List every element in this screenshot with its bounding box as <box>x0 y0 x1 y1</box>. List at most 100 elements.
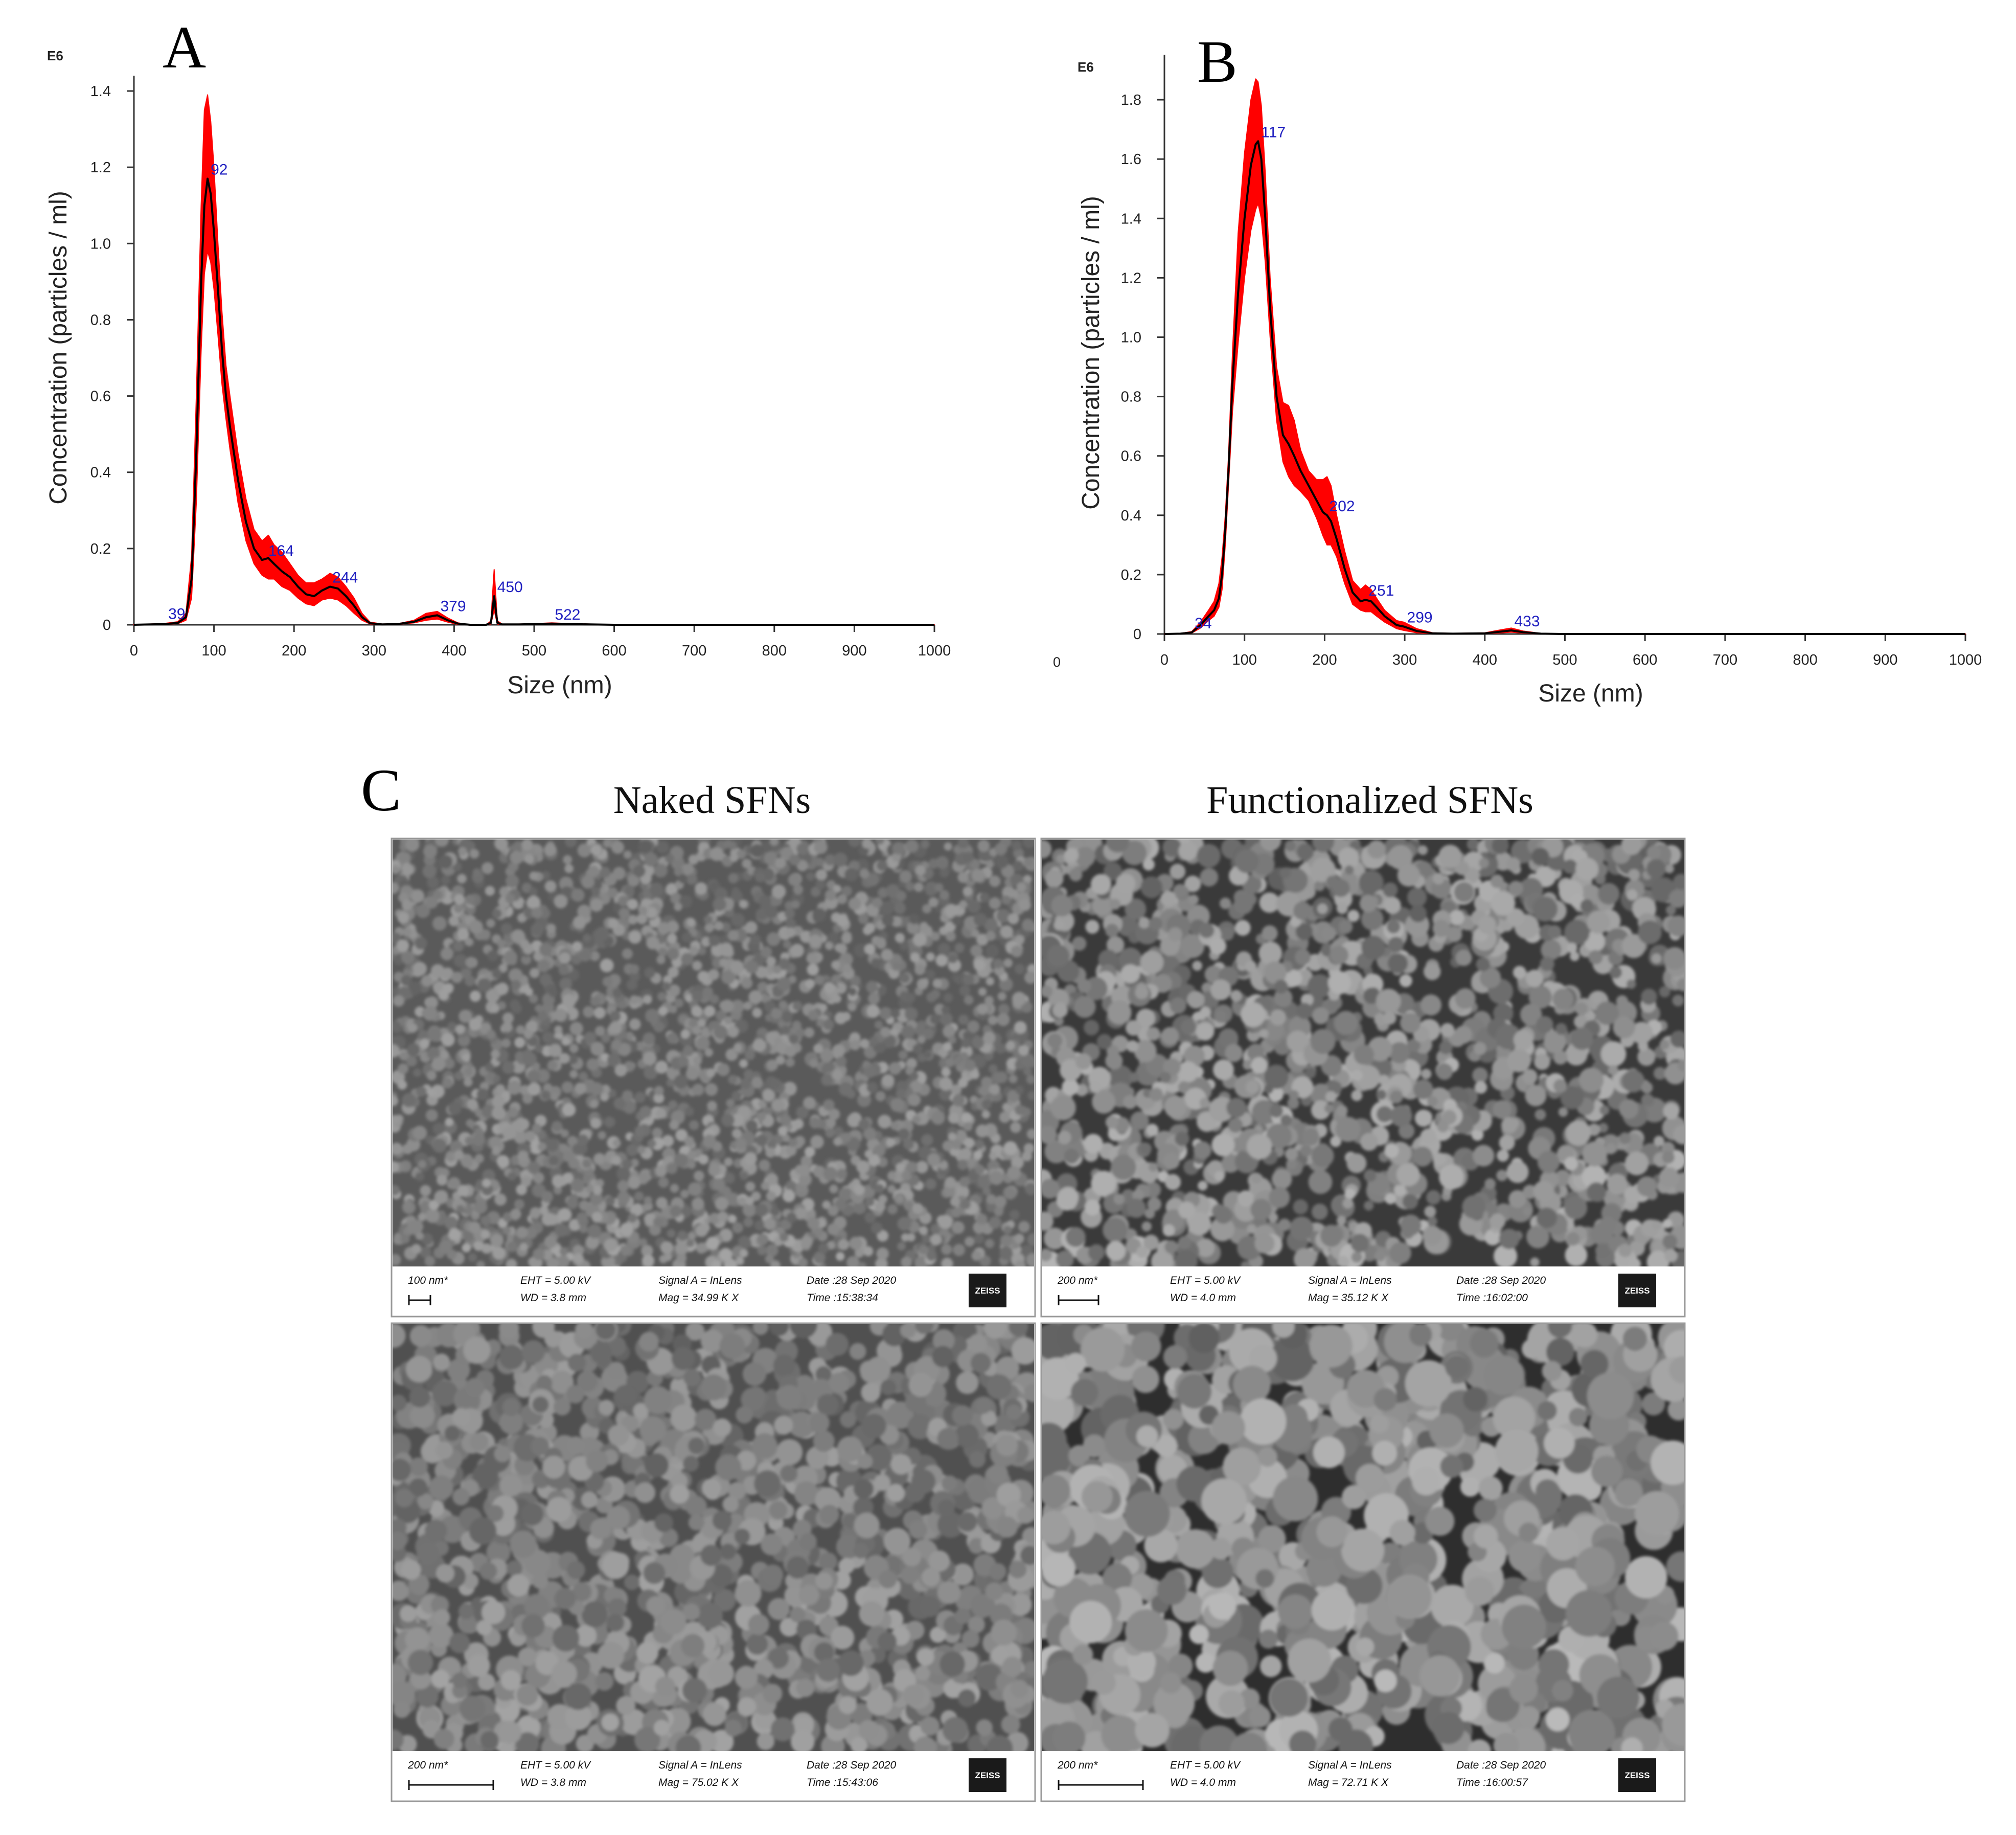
sem-particle <box>1097 1034 1112 1049</box>
chart-a-peak-label: 379 <box>441 598 466 615</box>
sem-particle <box>594 1007 606 1018</box>
sem-particle <box>931 989 941 999</box>
sem-particle <box>878 1115 891 1128</box>
sem-particle <box>798 1258 808 1267</box>
sem-particle <box>868 992 880 1005</box>
sem-particle <box>872 897 883 908</box>
sem-particle <box>1621 834 1642 855</box>
sem-particle <box>1075 1053 1092 1070</box>
chart-a-peak-label: 92 <box>211 162 227 178</box>
sem-particle <box>1084 1134 1103 1153</box>
sem-particle <box>843 964 852 973</box>
sem-particle <box>1293 901 1312 920</box>
sem-particle <box>708 1164 720 1176</box>
sem-particle <box>864 1212 876 1223</box>
sem-particle <box>921 1134 933 1146</box>
sem-particle <box>876 1091 886 1101</box>
sem-particle <box>1626 980 1636 989</box>
sem-particle <box>906 1162 918 1173</box>
sem-particle <box>1259 1029 1268 1038</box>
sem-particle <box>875 1184 884 1193</box>
sem-particle <box>1211 1134 1234 1157</box>
sem-particle <box>1384 897 1401 914</box>
sem-particle <box>506 893 515 903</box>
sem-particle <box>418 1029 428 1039</box>
sem-particle <box>1328 971 1351 994</box>
sem-particle <box>1149 1088 1163 1101</box>
sem-particle <box>1379 1075 1389 1085</box>
sem-particle <box>771 1008 782 1019</box>
sem-particle <box>695 882 707 895</box>
sem-particle <box>694 1171 704 1182</box>
sem-particle <box>698 1019 706 1028</box>
sem-particle <box>613 1139 621 1147</box>
sem-particle <box>1530 1258 1539 1267</box>
sem-particle <box>806 953 817 964</box>
sem-particle <box>960 1199 971 1210</box>
sem-particle <box>1121 964 1140 983</box>
sem-particle <box>470 990 481 1002</box>
sem-particle <box>786 918 796 929</box>
sem-particle <box>1427 1096 1438 1107</box>
sem-particle <box>544 844 557 856</box>
sem-particle <box>1565 1244 1588 1266</box>
sem-particle <box>713 1178 725 1191</box>
sem-particle <box>448 1177 461 1190</box>
sem-particle <box>562 1037 570 1046</box>
sem-particle <box>423 845 437 858</box>
sem-particle <box>1595 1243 1610 1258</box>
sem-particle <box>524 854 534 864</box>
chart-b-extra-zero: 0 <box>1053 654 1061 670</box>
sem-particle <box>1663 947 1686 969</box>
sem-particle <box>1641 1094 1654 1106</box>
sem-particle <box>1456 949 1472 966</box>
sem-particle <box>1110 899 1121 910</box>
sem-particle <box>989 1064 998 1074</box>
sem-particle <box>950 1197 960 1207</box>
chart-a-x-tick-label: 600 <box>602 643 626 659</box>
sem-particle <box>734 1044 742 1052</box>
sem-particle <box>1619 1132 1631 1144</box>
sem-particle <box>451 972 463 983</box>
sem-particle <box>789 1034 798 1044</box>
sem-particle <box>1387 920 1401 934</box>
chart-b-y-tick-label: 0.8 <box>1121 389 1141 405</box>
sem-particle <box>541 1191 553 1203</box>
sem-particle <box>969 1451 986 1468</box>
sem-particle <box>890 1121 899 1130</box>
sem-particle <box>1418 845 1428 855</box>
sem-particle <box>431 1669 449 1688</box>
sem-particle <box>687 918 696 927</box>
sem-particle <box>653 1022 664 1032</box>
sem-particle <box>570 1193 579 1202</box>
sem-particle <box>1088 1244 1105 1261</box>
sem-particle <box>1499 1135 1515 1150</box>
sem-particle <box>774 1416 793 1435</box>
sem-particle <box>971 1251 981 1261</box>
sem-particle <box>1420 1128 1436 1145</box>
sem-info-text: EHT = 5.00 kV <box>520 1275 591 1286</box>
sem-particle <box>919 1226 928 1235</box>
sem-particle <box>692 1084 704 1096</box>
sem-particle <box>464 1078 473 1087</box>
sem-particle <box>1538 1151 1560 1173</box>
sem-particle <box>906 993 915 1002</box>
sem-particle <box>730 853 739 862</box>
sem-particle <box>1496 1170 1507 1181</box>
sem-particle <box>1251 1057 1268 1074</box>
sem-particle <box>923 1051 932 1059</box>
sem-particle <box>753 1320 768 1335</box>
sem-particle <box>455 1025 465 1034</box>
sem-particle <box>1064 1149 1079 1164</box>
sem-particle <box>1421 994 1441 1015</box>
sem-particle <box>995 843 1007 855</box>
sem-particle <box>1210 980 1231 1001</box>
sem-particle <box>1426 1190 1440 1205</box>
sem-particle <box>858 1119 869 1130</box>
sem-particle <box>818 1243 829 1254</box>
sem-particle <box>759 895 771 908</box>
sem-particle <box>1278 1218 1291 1231</box>
sem-particle <box>402 927 411 937</box>
sem-particle <box>1499 1229 1520 1249</box>
